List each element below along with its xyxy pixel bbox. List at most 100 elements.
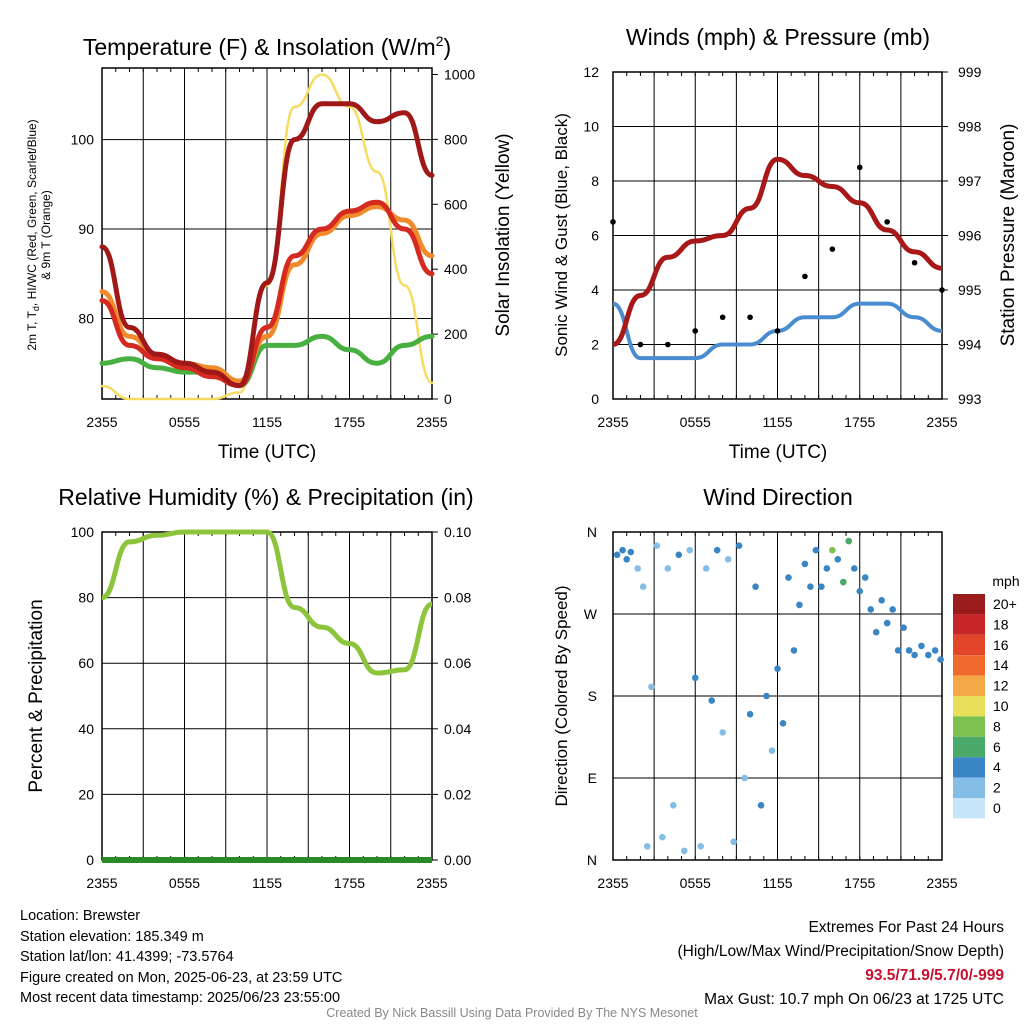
winds-right-tick-label: 993: [958, 391, 982, 407]
speed-legend-swatch: [953, 777, 985, 798]
direction-x-tick-label: 1155: [762, 875, 792, 891]
humidity-panel-title: Relative Humidity (%) & Precipitation (i…: [58, 484, 473, 510]
direction-point: [691, 674, 699, 682]
humidity-right-tick-label: 0.10: [444, 524, 471, 540]
winds-y-tick-label: 6: [591, 228, 599, 244]
direction-point: [845, 537, 853, 545]
temperature-right-tick-label: 200: [444, 326, 468, 342]
speed-legend-label: 14: [993, 657, 1009, 673]
direction-point: [801, 560, 809, 568]
direction-point: [768, 747, 776, 754]
direction-point: [829, 546, 836, 554]
direction-point: [713, 546, 721, 554]
direction-point: [719, 729, 726, 736]
humidity-right-tick-label: 0.08: [444, 590, 471, 606]
direction-point: [894, 647, 902, 654]
winds-x-tick-label: 0555: [680, 414, 711, 430]
speed-legend-label: 18: [993, 616, 1009, 632]
extremes-title: Extremes For Past 24 Hours: [808, 919, 1004, 936]
winds-right-tick-label: 999: [958, 64, 982, 80]
direction-point: [872, 628, 880, 636]
temperature-x-tick-label: 2355: [416, 414, 447, 430]
max-gust: Max Gust: 10.7 mph On 06/23 at 1725 UTC: [704, 991, 1004, 1008]
speed-legend-swatch: [953, 594, 985, 615]
direction-point: [779, 720, 787, 727]
humidity-y-tick-label: 40: [78, 721, 94, 737]
direction-point: [648, 683, 655, 691]
direction-point: [796, 601, 803, 609]
humidity-series-line: [101, 529, 434, 676]
direction-y-tick-label: W: [584, 606, 598, 622]
humidity-y-tick-label: 100: [71, 524, 95, 540]
direction-point: [883, 619, 891, 627]
direction-point: [643, 843, 651, 850]
direction-point: [790, 647, 798, 654]
humidity-x-tick-label: 1755: [334, 875, 365, 891]
station-latlon: Station lat/lon: 41.4399; -73.5764: [20, 949, 234, 965]
speed-legend-label: 10: [993, 698, 1009, 714]
direction-point: [937, 656, 944, 663]
winds-right-axis-label: Station Pressure (Maroon): [998, 124, 1019, 347]
winds-right-tick-label: 996: [958, 228, 982, 244]
temperature-right-tick-label: 1000: [444, 66, 475, 82]
winds-y-tick-label: 0: [591, 391, 599, 407]
humidity-right-tick-label: 0.04: [444, 721, 471, 737]
direction-y-tick-label: S: [588, 688, 597, 704]
humidity-right-tick-label: 0.00: [444, 852, 471, 868]
direction-point: [856, 587, 864, 595]
direction-point: [659, 833, 666, 841]
humidity-x-tick-label: 2355: [86, 875, 117, 891]
direction-point: [823, 565, 831, 572]
station-elevation: Station elevation: 185.349 m: [20, 928, 204, 945]
direction-x-tick-label: 2355: [926, 875, 957, 891]
humidity-x-tick-label: 1155: [252, 875, 282, 891]
direction-point: [724, 556, 732, 563]
direction-point: [697, 843, 705, 850]
temperature-right-tick-label: 0: [444, 391, 452, 407]
direction-point: [730, 838, 737, 846]
winds-right-tick-label: 994: [958, 337, 982, 353]
direction-point: [911, 651, 918, 659]
temperature-x-tick-label: 0555: [169, 414, 200, 430]
gust-point: [719, 314, 726, 321]
temperature-right-axis-label: Solar Insolation (Yellow): [493, 133, 514, 336]
direction-y-tick-label: N: [587, 852, 597, 868]
winds-right-tick-label: 997: [958, 173, 982, 189]
speed-legend-label: 16: [993, 637, 1009, 653]
gust-point: [829, 246, 836, 252]
winds-left-axis-label: Sonic Wind & Gust (Blue, Black): [552, 113, 571, 357]
direction-point: [889, 606, 896, 613]
temperature-x-axis-label: Time (UTC): [218, 442, 317, 463]
gust-point: [939, 287, 945, 293]
humidity-left-axis-label: Percent & Precipitation: [26, 599, 47, 792]
speed-legend-swatch: [953, 798, 985, 819]
direction-point: [807, 583, 814, 590]
direction-y-tick-label: E: [588, 770, 597, 786]
gust-point: [747, 314, 753, 321]
figure-created: Figure created on Mon, 2025-06-23, at 23…: [20, 969, 343, 986]
speed-legend-label: 8: [993, 718, 1001, 734]
gust-point: [856, 164, 863, 171]
gust-point: [911, 259, 918, 266]
winds-y-tick-label: 12: [583, 64, 599, 80]
extremes-subtitle: (High/Low/Max Wind/Precipitation/Snow De…: [677, 943, 1005, 960]
humidity-x-tick-label: 0555: [169, 875, 200, 891]
winds-panel-title: Winds (mph) & Pressure (mb): [626, 24, 930, 50]
humidity-y-tick-label: 60: [78, 655, 94, 671]
humidity-x-tick-label: 2355: [416, 875, 447, 891]
humidity-y-tick-label: 20: [78, 786, 94, 802]
direction-point: [741, 774, 748, 782]
direction-point: [812, 546, 820, 554]
gust-point: [610, 219, 616, 225]
direction-point: [924, 651, 932, 659]
speed-legend-swatch: [953, 614, 985, 635]
temperature-x-tick-label: 1155: [252, 414, 282, 430]
direction-point: [861, 574, 869, 581]
direction-point: [675, 551, 683, 559]
winds-x-tick-label: 2355: [926, 414, 957, 430]
speed-legend-label: 4: [993, 759, 1001, 775]
humidity-y-tick-label: 80: [78, 590, 94, 606]
direction-point: [763, 692, 770, 700]
direction-point: [785, 574, 792, 581]
